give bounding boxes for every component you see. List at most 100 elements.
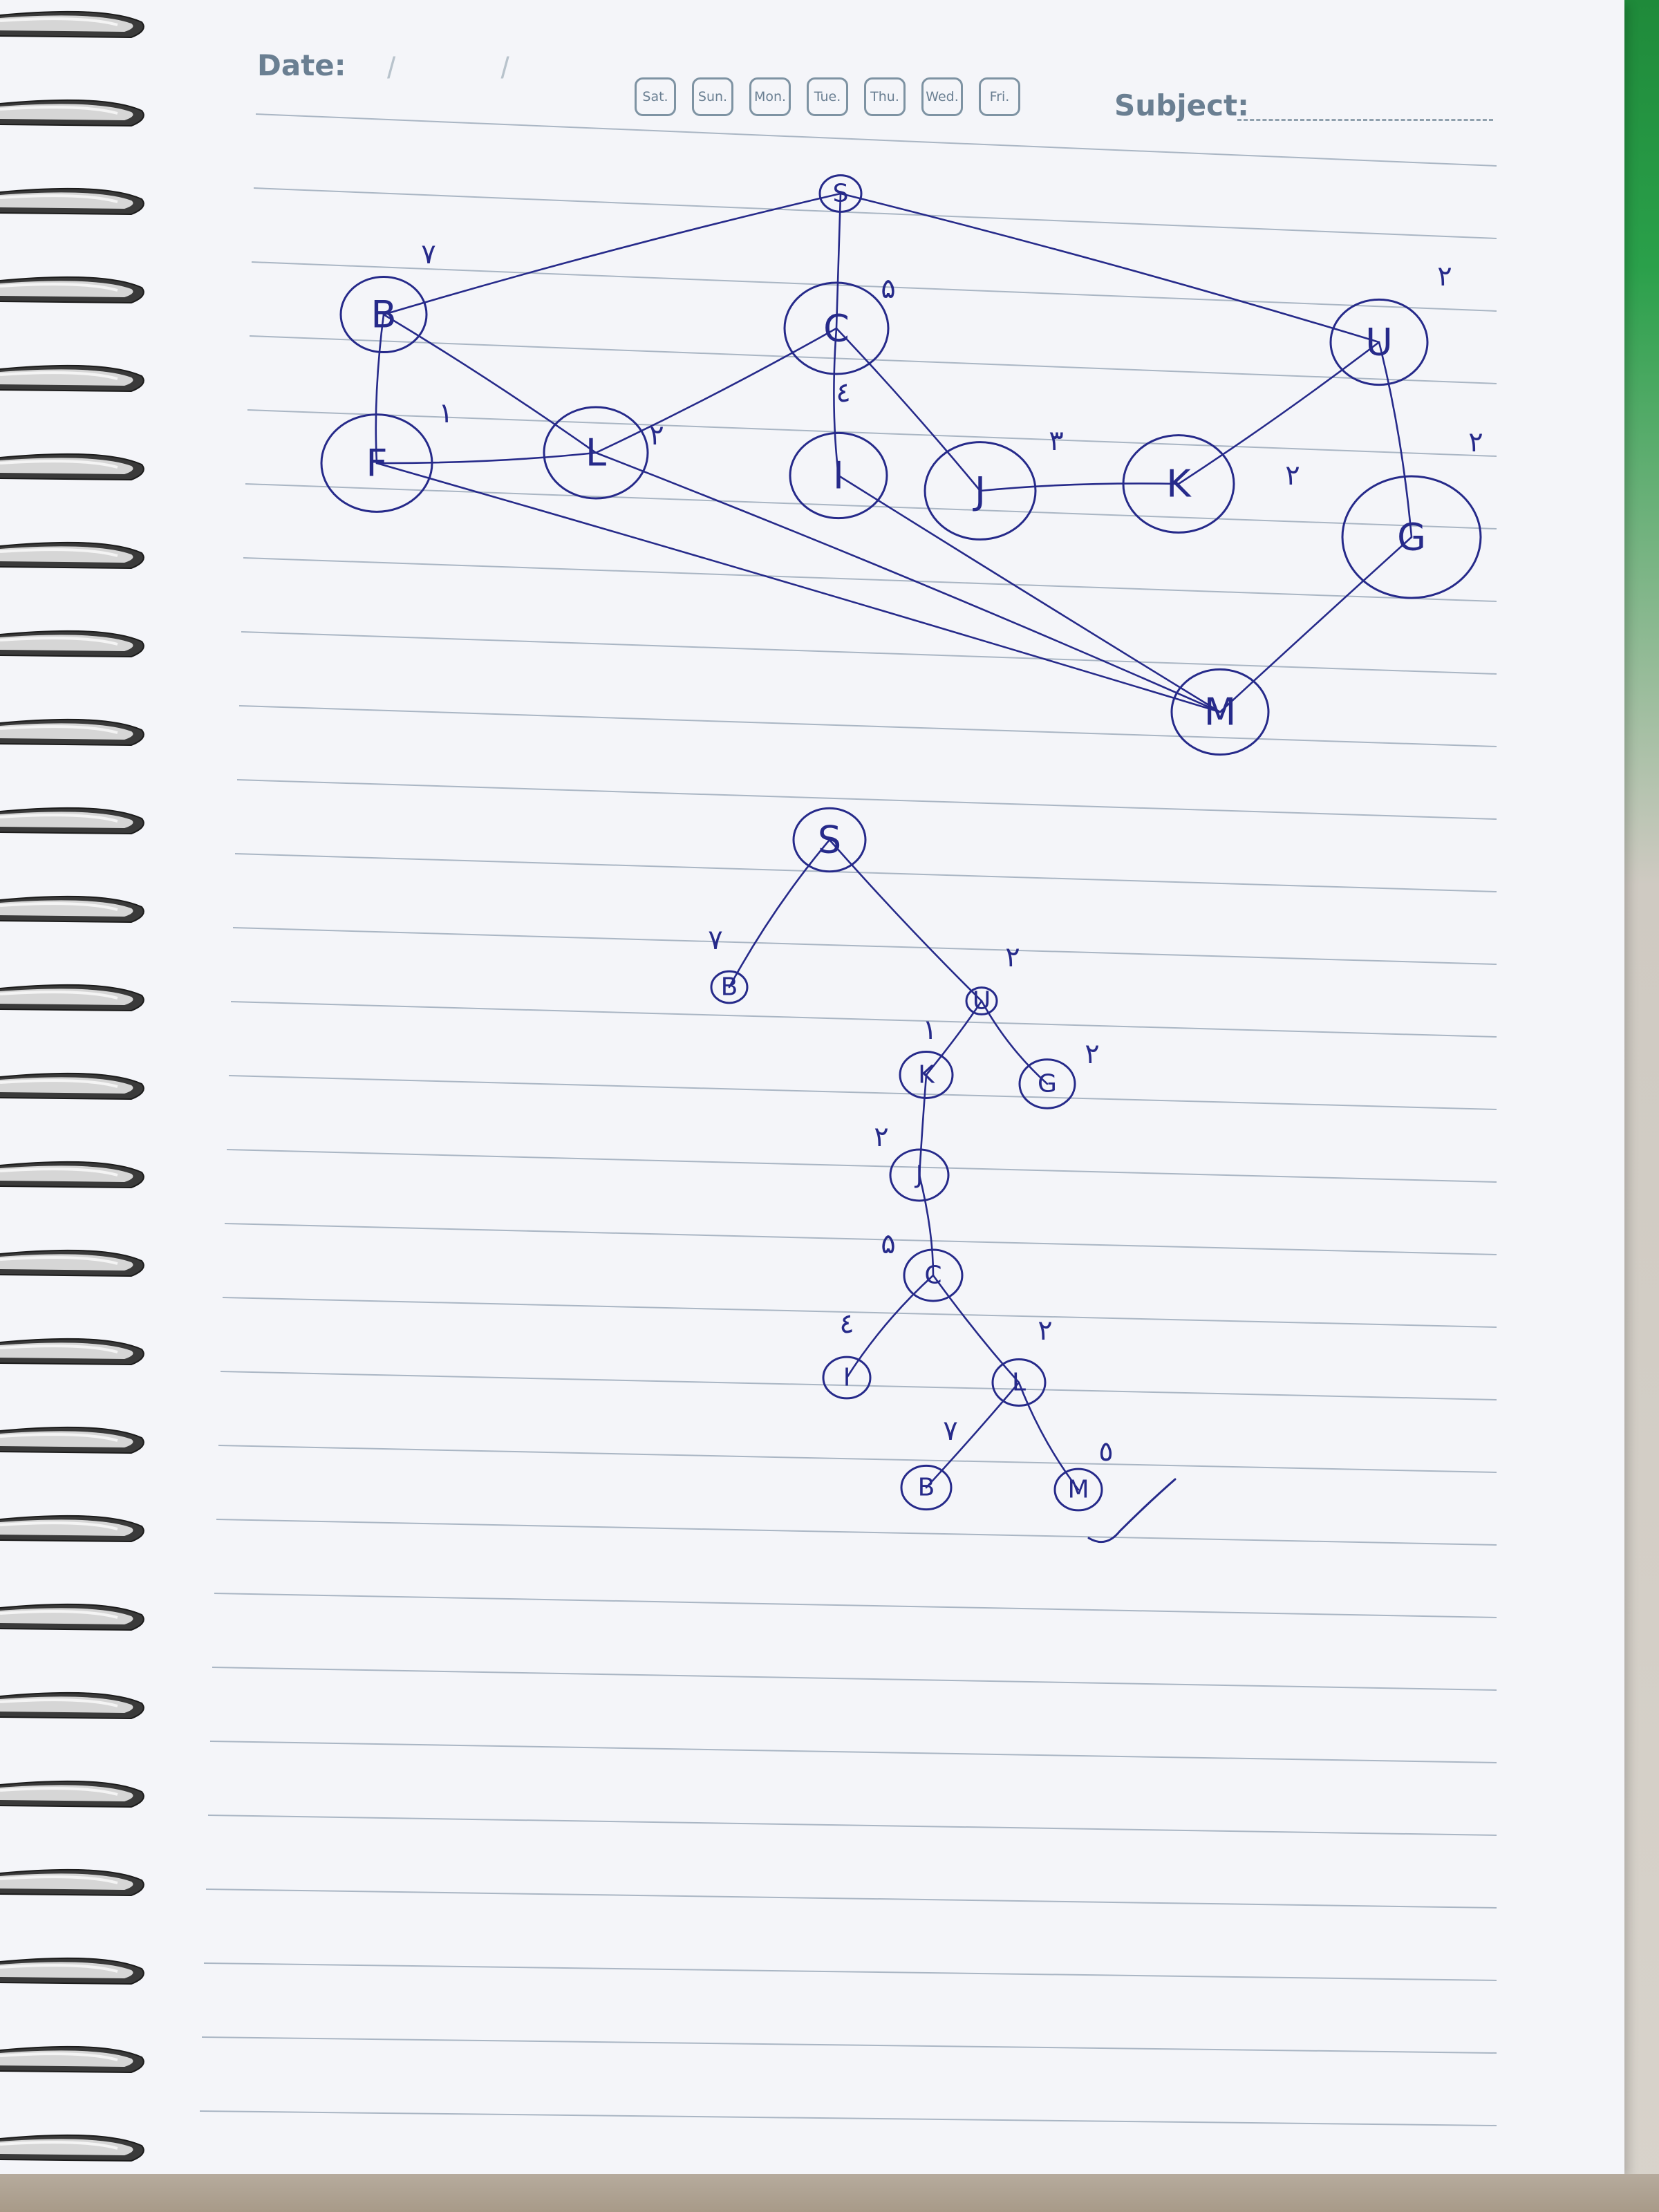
binding-ring — [0, 95, 149, 133]
ruled-line — [230, 1001, 1497, 1038]
ruled-line — [203, 1962, 1497, 1981]
tree-weight-label: ١ — [922, 1014, 937, 1046]
ruled-line — [216, 1519, 1497, 1546]
ruled-line — [251, 261, 1497, 312]
graph-node-circle — [320, 413, 433, 513]
ruled-line — [218, 1445, 1497, 1473]
graph-edge-g-m — [1219, 536, 1413, 713]
graph-edge-l-c — [594, 327, 838, 454]
tree-edge-s-u — [828, 838, 983, 1002]
graph-weight-label: ٢ — [1468, 427, 1483, 458]
tree-node-circle — [822, 1356, 872, 1400]
ruled-line — [255, 113, 1497, 167]
page-header: Date: / / Sat. Sun. Mon. Tue. Thu. Wed. … — [0, 0, 1624, 152]
graph-node-label: U — [1365, 321, 1393, 364]
date-label: Date: — [257, 48, 346, 82]
graph-node-label: J — [973, 469, 986, 513]
graph-node-g: G — [1341, 475, 1482, 599]
tree-weight-label: ٥ — [1098, 1436, 1113, 1468]
graph-node-label: M — [1204, 691, 1237, 734]
tree-weight-label: ٧ — [708, 924, 722, 956]
graph-edge-f-m — [375, 462, 1221, 713]
binding-ring — [0, 272, 149, 310]
tree-weight-label: ٢ — [1038, 1315, 1052, 1347]
tree-node-m: M — [1053, 1468, 1103, 1512]
graph-weight-label: ٤ — [836, 377, 850, 409]
subject-line — [1237, 119, 1493, 121]
tree-node-l: L — [991, 1358, 1047, 1407]
ruled-line — [236, 779, 1497, 820]
graph-node-circle — [339, 275, 428, 354]
graph-edge-i-m — [837, 474, 1221, 713]
ruled-line — [214, 1593, 1497, 1618]
tree-edge-l-m — [1018, 1381, 1080, 1491]
graph-node-u: U — [1329, 298, 1429, 386]
graph-node-circle — [1341, 475, 1482, 599]
graph-node-label: S — [833, 180, 849, 208]
graph-edge-j-k — [979, 482, 1180, 492]
graph-node-circle — [924, 441, 1037, 541]
graph-edge-s-b — [382, 192, 842, 316]
ruled-line — [228, 1075, 1497, 1110]
tree-node-label: S — [818, 818, 841, 862]
graph-node-label: G — [1397, 516, 1426, 559]
day-box-wed: Wed. — [921, 77, 963, 116]
ruled-line — [232, 927, 1497, 965]
tree-node-label: B — [721, 973, 738, 1002]
graph-weight-label: ١ — [438, 397, 453, 429]
tree-node-circle — [889, 1148, 950, 1202]
day-box-sat: Sat. — [635, 77, 676, 116]
ruled-line — [247, 409, 1497, 457]
tree-node-circle — [899, 1051, 954, 1099]
tree-node-label: K — [918, 1061, 935, 1089]
binding-ring — [0, 1334, 149, 1371]
check-mark — [1087, 1478, 1177, 1544]
graph-node-label: L — [585, 431, 606, 475]
table-surface — [0, 2174, 1659, 2212]
graph-weight-label: ٢ — [1437, 261, 1452, 292]
tree-node-circle — [1053, 1468, 1103, 1512]
graph-weight-label: ٣ — [1049, 425, 1063, 457]
ruled-line — [201, 2036, 1497, 2054]
tree-edge-s-b — [728, 838, 831, 988]
graph-nodes: S B C U F L I J K G M — [320, 174, 1482, 756]
tree-node-label: B — [918, 1474, 935, 1502]
tree-edge-k-j — [918, 1074, 928, 1177]
binding-ring — [0, 538, 149, 575]
tree-node-label: J — [915, 1161, 924, 1190]
tree-node-label: U — [973, 987, 991, 1015]
tree-node-b2: B — [900, 1464, 953, 1511]
tree-node-circle — [710, 970, 749, 1004]
graph-node-circle — [789, 431, 888, 520]
ruled-line — [243, 557, 1497, 602]
graph-node-i: I — [789, 431, 888, 520]
ruled-line — [209, 1741, 1497, 1763]
graph-node-j: J — [924, 441, 1037, 541]
graph-node-b: B — [339, 275, 428, 354]
ruled-line — [224, 1223, 1497, 1255]
tree-weights: ٧ ٢ ١ ٢ ٢ ۵ ٤ ٢ ٧ ٥ — [708, 924, 1113, 1468]
tree-node-i: I — [822, 1356, 872, 1400]
graph-node-label: B — [371, 293, 396, 337]
tree-edge-c-l — [932, 1274, 1020, 1384]
graph-node-k: K — [1122, 434, 1235, 534]
binding-ring — [0, 1511, 149, 1548]
date-slashes: / / — [387, 51, 558, 85]
day-box-tue: Tue. — [807, 77, 848, 116]
binding-ring — [0, 361, 149, 398]
graph-node-circle — [783, 281, 890, 375]
tree-weight-label: ٢ — [874, 1121, 888, 1153]
tree-weight-label: ٤ — [839, 1308, 854, 1340]
tree-node-k: K — [899, 1051, 954, 1099]
graph-edge-c-j — [835, 327, 982, 492]
tree-weight-label: ٧ — [943, 1415, 957, 1447]
binding-ring — [0, 7, 149, 44]
tree-node-u: U — [965, 986, 998, 1015]
tree-node-label: L — [1012, 1369, 1026, 1397]
binding-ring — [0, 1953, 149, 1991]
binding-ring — [0, 1157, 149, 1194]
graph-node-c: C — [783, 281, 890, 375]
tree-node-j: J — [889, 1148, 950, 1202]
graph-node-s: S — [818, 174, 863, 213]
